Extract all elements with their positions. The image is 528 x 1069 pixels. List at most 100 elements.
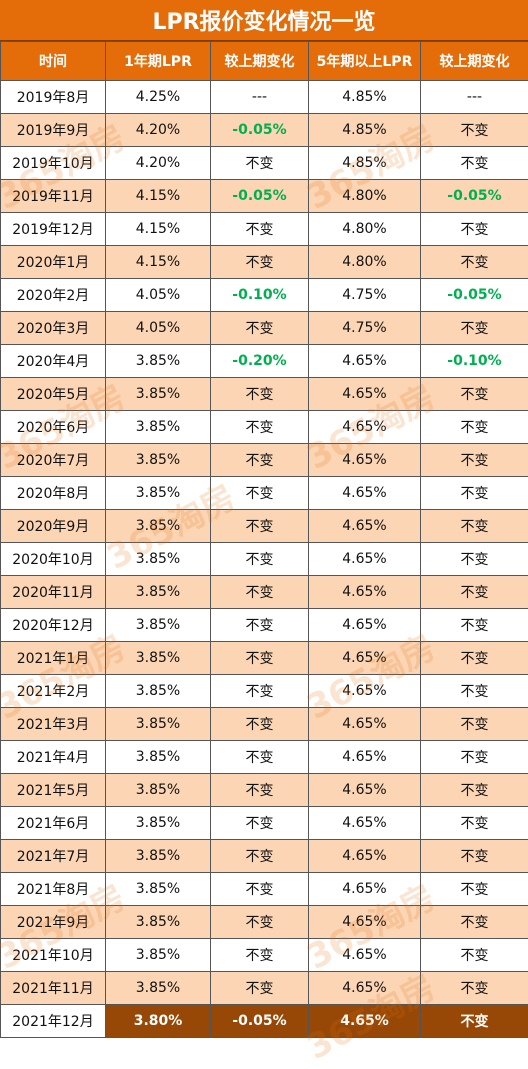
cell-5y-lpr: 4.65% [309,906,421,939]
cell-date: 2020年1月 [1,246,106,279]
header-row: 时间 1年期LPR 较上期变化 5年期以上LPR 较上期变化 [1,42,528,81]
cell-date: 2021年3月 [1,708,106,741]
cell-date: 2021年10月 [1,939,106,972]
cell-5y-change: -0.05% [421,279,528,312]
cell-1y-lpr: 3.85% [106,774,211,807]
cell-5y-change: 不变 [421,873,528,906]
cell-5y-change: -0.10% [421,345,528,378]
cell-1y-lpr: 3.85% [106,972,211,1005]
cell-5y-change: --- [421,81,528,114]
cell-1y-lpr: 3.85% [106,411,211,444]
cell-date: 2021年2月 [1,675,106,708]
cell-1y-lpr: 3.85% [106,345,211,378]
cell-date: 2020年10月 [1,543,106,576]
cell-date: 2020年9月 [1,510,106,543]
cell-date: 2020年5月 [1,378,106,411]
cell-1y-change: 不变 [211,510,309,543]
cell-1y-change: 不变 [211,378,309,411]
cell-1y-lpr: 4.20% [106,147,211,180]
cell-5y-lpr: 4.65% [309,444,421,477]
cell-1y-change: 不变 [211,609,309,642]
cell-1y-lpr: 3.85% [106,609,211,642]
cell-5y-lpr: 4.85% [309,81,421,114]
cell-5y-lpr: 4.65% [309,774,421,807]
lpr-table-image: LPR报价变化情况一览 时间 1年期LPR 较上期变化 5年期以上LPR 较上期… [0,0,528,1038]
cell-1y-change: 不变 [211,840,309,873]
cell-date: 2021年4月 [1,741,106,774]
cell-5y-lpr: 4.65% [309,840,421,873]
cell-1y-lpr: 3.85% [106,477,211,510]
cell-5y-lpr: 4.65% [309,510,421,543]
cell-5y-lpr: 4.65% [309,576,421,609]
cell-date: 2020年6月 [1,411,106,444]
cell-date: 2020年7月 [1,444,106,477]
cell-1y-change: 不变 [211,246,309,279]
cell-date: 2020年11月 [1,576,106,609]
cell-5y-change: 不变 [421,543,528,576]
cell-5y-change: 不变 [421,444,528,477]
cell-1y-lpr: 4.15% [106,246,211,279]
cell-1y-change: -0.05% [211,180,309,213]
header-5y-lpr: 5年期以上LPR [309,42,421,81]
cell-date: 2020年12月 [1,609,106,642]
header-1y-change: 较上期变化 [211,42,309,81]
cell-5y-change: -0.05% [421,180,528,213]
header-date: 时间 [1,42,106,81]
cell-5y-lpr: 4.65% [309,873,421,906]
cell-1y-change: -0.05% [211,114,309,147]
cell-1y-change: 不变 [211,213,309,246]
cell-5y-change: 不变 [421,411,528,444]
cell-1y-lpr: 3.85% [106,873,211,906]
cell-5y-change: 不变 [421,510,528,543]
cell-5y-change: 不变 [421,1005,528,1038]
cell-5y-lpr: 4.75% [309,312,421,345]
cell-5y-lpr: 4.80% [309,180,421,213]
cell-5y-lpr: 4.80% [309,213,421,246]
cell-5y-change: 不变 [421,642,528,675]
cell-5y-lpr: 4.65% [309,411,421,444]
cell-1y-lpr: 3.85% [106,378,211,411]
cell-1y-change: 不变 [211,312,309,345]
cell-5y-lpr: 4.65% [309,708,421,741]
cell-date: 2020年2月 [1,279,106,312]
cell-1y-change: 不变 [211,477,309,510]
cell-date: 2020年4月 [1,345,106,378]
cell-1y-lpr: 4.15% [106,180,211,213]
cell-1y-change: 不变 [211,906,309,939]
cell-1y-lpr: 3.85% [106,444,211,477]
cell-1y-lpr: 4.20% [106,114,211,147]
cell-1y-change: 不变 [211,147,309,180]
cell-5y-change: 不变 [421,147,528,180]
cell-5y-change: 不变 [421,477,528,510]
cell-5y-lpr: 4.75% [309,279,421,312]
cell-date: 2021年1月 [1,642,106,675]
cell-date: 2021年6月 [1,807,106,840]
cell-1y-lpr: 3.85% [106,939,211,972]
cell-5y-lpr: 4.65% [309,675,421,708]
cell-date: 2020年8月 [1,477,106,510]
cell-5y-lpr: 4.65% [309,972,421,1005]
cell-5y-change: 不变 [421,246,528,279]
cell-1y-change: --- [211,81,309,114]
cell-date: 2019年9月 [1,114,106,147]
cell-1y-change: 不变 [211,411,309,444]
cell-5y-lpr: 4.65% [309,741,421,774]
cell-date: 2021年5月 [1,774,106,807]
